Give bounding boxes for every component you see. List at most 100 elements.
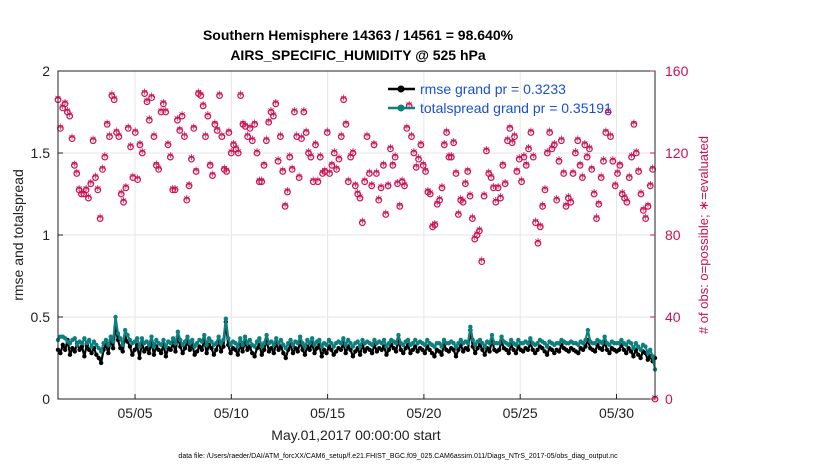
data-point-rmse: [77, 347, 82, 352]
obs-evaluated-marker: *: [502, 178, 509, 193]
obs-evaluated-marker: *: [439, 182, 446, 197]
obs-possible-marker: [202, 133, 209, 141]
chart-title: Southern Hemisphere 14363 / 14561 = 98.6…: [203, 27, 514, 43]
y-right-tick-label-4: 160: [665, 63, 689, 79]
obs-possible-marker: [176, 127, 184, 134]
obs-evaluated-marker: *: [240, 118, 247, 133]
data-point-rmse: [266, 349, 272, 354]
obs-possible-marker: [380, 161, 387, 169]
obs-possible-marker: [597, 174, 605, 182]
data-point-totalspread: [290, 342, 296, 348]
data-point-rmse: [439, 352, 444, 357]
obs-possible-marker: [483, 147, 490, 155]
data-point-totalspread: [182, 339, 188, 344]
obs-possible-marker: [499, 161, 507, 169]
obs-evaluated-marker: *: [617, 159, 624, 174]
obs-evaluated-marker: *: [558, 135, 565, 150]
obs-evaluated-marker: *: [385, 180, 392, 195]
data-point-totalspread: [616, 341, 622, 346]
data-point-rmse: [70, 345, 75, 351]
data-point-totalspread: [161, 337, 166, 343]
obs-evaluated-marker: *: [462, 178, 469, 193]
data-point-totalspread: [619, 337, 624, 343]
obs-evaluated-marker: *: [493, 196, 500, 211]
obs-possible-marker: [557, 137, 565, 145]
x-tick-label-3: 05/20: [406, 405, 441, 421]
obs-possible-marker: [326, 170, 333, 177]
data-point-rmse: [391, 345, 396, 351]
data-point-totalspread: [482, 344, 487, 349]
obs-possible-marker: [291, 108, 298, 116]
obs-possible-marker: [237, 92, 245, 99]
data-point-rmse: [187, 347, 193, 352]
data-point-totalspread: [456, 341, 461, 346]
data-point-rmse: [511, 347, 516, 352]
data-point-totalspread: [259, 344, 264, 349]
y-right-tick-label-2: 80: [665, 227, 681, 243]
obs-evaluated-marker: *: [216, 90, 223, 105]
data-point-totalspread: [499, 334, 504, 339]
obs-possible-marker: [445, 153, 453, 161]
obs-evaluated-marker: *: [345, 176, 352, 191]
obs-evaluated-marker: *: [296, 172, 303, 187]
data-point-totalspread: [401, 342, 406, 348]
data-point-totalspread: [163, 344, 169, 349]
data-point-rmse: [362, 349, 368, 354]
data-point-rmse: [173, 349, 178, 354]
obs-evaluated-marker: *: [209, 170, 216, 185]
obs-evaluated-marker: *: [408, 131, 415, 146]
obs-evaluated-marker: *: [563, 200, 570, 215]
obs-evaluated-marker: *: [69, 133, 76, 148]
obs-possible-marker: [333, 165, 341, 173]
obs-evaluated-marker: *: [81, 188, 88, 203]
obs-evaluated-marker: *: [336, 153, 343, 168]
data-point-totalspread: [151, 344, 157, 349]
data-point-rmse: [321, 347, 327, 352]
obs-possible-marker: [600, 157, 607, 165]
obs-evaluated-marker: *: [443, 127, 450, 142]
y-tick-label-1: 0.5: [31, 309, 51, 325]
data-point-totalspread: [592, 341, 598, 346]
data-point-rmse: [638, 355, 643, 361]
data-point-rmse: [218, 349, 224, 354]
obs-possible-marker: [583, 153, 591, 161]
obs-evaluated-marker: *: [612, 180, 619, 195]
obs-evaluated-marker: *: [411, 147, 418, 162]
obs-evaluated-marker: *: [57, 122, 64, 137]
obs-evaluated-marker: *: [298, 133, 305, 148]
obs-possible-marker: [323, 129, 331, 136]
obs-evaluated-marker: *: [111, 94, 118, 109]
obs-evaluated-marker: *: [542, 184, 549, 199]
obs-evaluated-marker: *: [310, 176, 317, 191]
data-point-rmse: [343, 350, 348, 356]
data-point-totalspread: [91, 339, 97, 344]
obs-evaluated-marker: *: [202, 131, 209, 146]
obs-possible-marker: [150, 133, 158, 141]
data-point-totalspread: [245, 341, 250, 346]
data-point-rmse: [245, 347, 250, 352]
obs-possible-marker: [223, 168, 230, 175]
obs-evaluated-marker: *: [467, 190, 474, 205]
obs-evaluated-marker: *: [364, 131, 371, 146]
data-point-rmse: [460, 349, 466, 354]
data-point-totalspread: [410, 341, 416, 346]
obs-evaluated-marker: *: [521, 151, 528, 166]
data-point-totalspread: [329, 341, 334, 346]
obs-evaluated-marker: *: [294, 131, 301, 146]
obs-evaluated-marker: *: [172, 184, 179, 199]
obs-possible-marker: [206, 161, 214, 169]
obs-possible-marker: [244, 133, 252, 141]
obs-evaluated-marker: *: [373, 168, 380, 183]
obs-possible-marker: [581, 141, 589, 149]
data-point-rmse: [513, 350, 519, 356]
obs-possible-marker: [136, 141, 144, 149]
obs-evaluated-marker: *: [469, 213, 476, 228]
data-point-totalspread: [513, 342, 519, 348]
data-point-totalspread: [439, 344, 444, 349]
data-point-totalspread: [190, 337, 195, 343]
obs-evaluated-marker: *: [134, 174, 141, 189]
obs-evaluated-marker: *: [237, 90, 244, 105]
obs-possible-marker: [562, 202, 570, 210]
data-point-rmse: [353, 349, 358, 354]
data-point-rmse: [475, 345, 480, 351]
